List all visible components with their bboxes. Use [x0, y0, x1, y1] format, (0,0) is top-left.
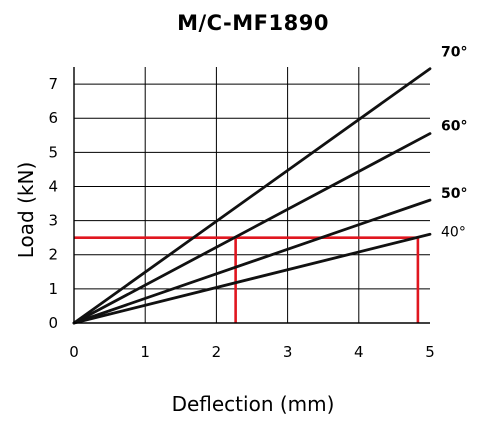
tick-labels: 0 1 2 3 4 5 0 1 2 3 4 5 6 7 [48, 75, 434, 361]
grid [74, 67, 430, 323]
reference-lines [74, 236, 420, 323]
series-line-0 [72, 67, 432, 325]
series-lines [72, 67, 432, 325]
x-tick-label: 4 [354, 343, 364, 361]
series-labels: 70° 60° 50° 40° [441, 45, 467, 241]
chart-title: M/C-MF1890 [177, 11, 329, 35]
y-tick-label: 0 [48, 314, 58, 332]
x-tick-label: 0 [69, 343, 79, 361]
y-tick-label: 1 [48, 280, 58, 298]
series-label-2: 50° [441, 186, 467, 202]
series-line-1 [72, 132, 432, 325]
series-label-1: 60° [441, 119, 467, 135]
y-tick-label: 7 [48, 75, 58, 93]
series-line-3 [72, 232, 432, 325]
series-label-0: 70° [441, 45, 467, 61]
x-tick-label: 3 [283, 343, 293, 361]
y-tick-label: 3 [48, 212, 58, 230]
y-tick-label: 2 [48, 246, 58, 264]
y-tick-label: 4 [48, 177, 58, 195]
series-line-2 [72, 198, 432, 325]
x-axis-label: Deflection (mm) [172, 392, 335, 416]
x-tick-label: 5 [425, 343, 435, 361]
y-axis-label: Load (kN) [14, 162, 38, 258]
plot-frame [73, 67, 430, 324]
x-tick-label: 2 [212, 343, 222, 361]
series-label-3: 40° [441, 224, 466, 240]
x-tick-label: 1 [140, 343, 150, 361]
y-tick-label: 6 [48, 109, 58, 127]
y-tick-label: 5 [48, 143, 58, 161]
